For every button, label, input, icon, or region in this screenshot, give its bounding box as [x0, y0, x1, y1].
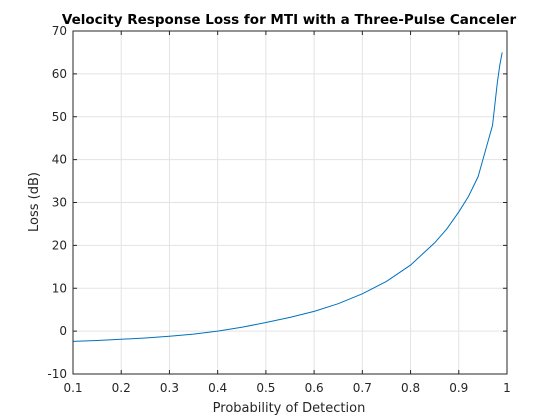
- chart-title: Velocity Response Loss for MTI with a Th…: [62, 12, 517, 28]
- x-tick-label: 0.7: [353, 381, 372, 395]
- ticks: 0.1 0.2 0.3 0.4 0.5 0.6 0.7 0.8 0.9 1 -10 0 10 20 30 40…: [47, 24, 510, 395]
- y-tick-label: 10: [52, 281, 67, 295]
- series-line: [72, 52, 503, 342]
- y-tick-label: -10: [47, 367, 67, 381]
- y-tick-label: 60: [52, 67, 67, 81]
- y-tick-label: 0: [59, 324, 67, 338]
- x-axis-label: Probability of Detection: [213, 401, 366, 416]
- y-tick-label: 50: [52, 110, 67, 124]
- x-tick-label: 0.6: [305, 381, 324, 395]
- x-tick-label: 0.5: [256, 381, 275, 395]
- y-tick-label: 40: [52, 153, 67, 167]
- x-tick-label: 0.8: [401, 381, 420, 395]
- y-tick-label: 30: [52, 196, 67, 210]
- x-tick-label: 0.9: [449, 381, 468, 395]
- x-tick-label: 1: [503, 381, 511, 395]
- x-tick-label: 0.1: [63, 381, 82, 395]
- series-layer: [72, 52, 503, 342]
- x-tick-label: 0.2: [112, 381, 131, 395]
- y-tick-label: 20: [52, 238, 67, 252]
- x-tick-label: 0.3: [160, 381, 179, 395]
- x-tick-label: 0.4: [208, 381, 227, 395]
- y-axis-label: Loss (dB): [27, 172, 42, 232]
- y-tick-label: 70: [52, 24, 67, 38]
